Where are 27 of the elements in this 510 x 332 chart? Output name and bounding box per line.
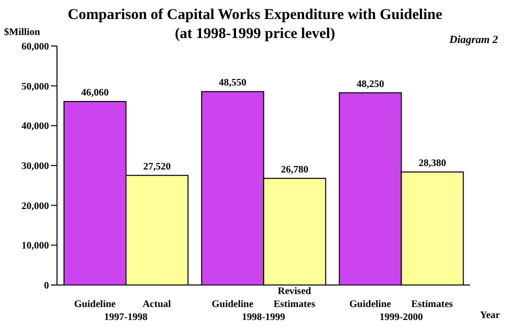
y-tick-label: 10,000 <box>22 240 49 252</box>
data-label: 27,520 <box>143 161 171 172</box>
data-label: 28,380 <box>418 158 446 169</box>
data-label: 46,060 <box>81 88 109 99</box>
data-label: 48,550 <box>218 78 246 89</box>
chart-title: Comparison of Capital Works Expenditure with Guideline <box>66 6 444 25</box>
y-tick-label: 40,000 <box>22 121 49 132</box>
y-tick-label: 20,000 <box>22 200 49 212</box>
data-label: 48,250 <box>356 78 384 90</box>
y-tick-label: 50,000 <box>22 81 49 92</box>
chart-subtitle: (at 1998-1999 price level) <box>174 26 336 42</box>
y-tick-label: 60,000 <box>22 42 49 53</box>
text: Guideline <box>349 299 392 310</box>
text: Actual <box>142 299 172 310</box>
y-axis-title: $Million <box>4 27 40 38</box>
series-label: Guideline <box>74 299 116 310</box>
x-tick-label: 1999-2000 <box>379 312 423 323</box>
y-tick-label: 30,000 <box>22 161 49 172</box>
x-tick-label: 1998-1999 <box>242 312 286 323</box>
x-axis-title: Year <box>480 310 500 321</box>
x-tick-label: 1997-1998 <box>104 312 148 323</box>
text: Guideline <box>212 299 254 310</box>
text: Revised Estimates <box>274 286 316 310</box>
y-tick-label: 0 <box>44 280 49 292</box>
text: Diagram 2 <box>449 34 498 46</box>
text: Estimates <box>411 299 454 310</box>
data-label: 26,780 <box>280 164 308 176</box>
